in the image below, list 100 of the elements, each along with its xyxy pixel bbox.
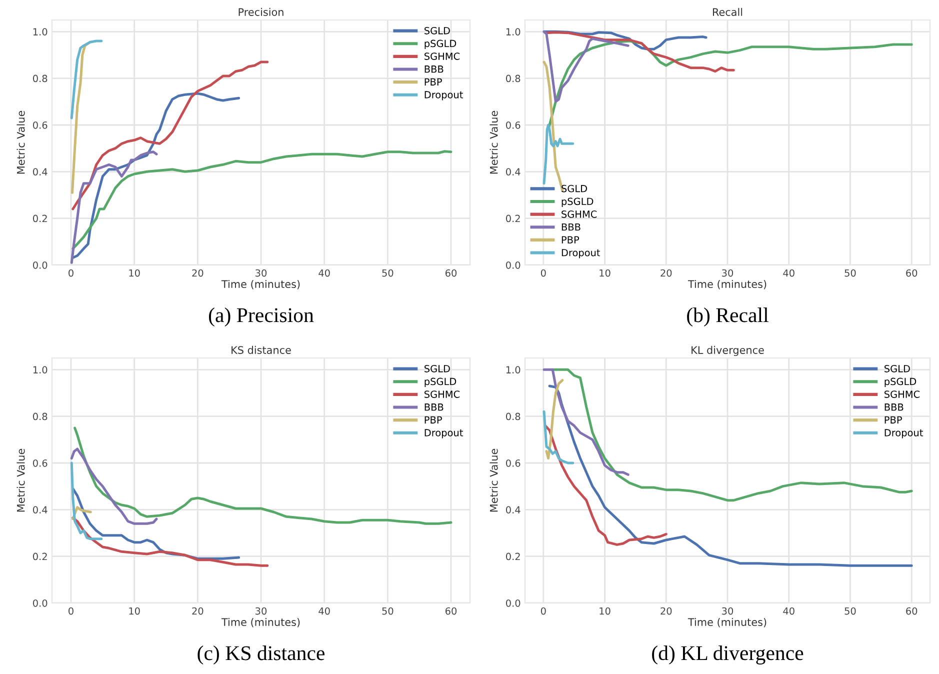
x-tick-label: 40 [783,607,794,615]
y-tick-label: 0.2 [33,214,47,222]
line-series [70,462,103,540]
legend-label: SGHMC [562,210,597,218]
legend-label: pSGLD [562,198,594,207]
line-series [542,124,574,185]
x-axis-title: Time (minutes) [688,618,766,628]
x-tick-label: 60 [445,269,457,277]
legend-label: Dropout [424,91,463,100]
legend-label: SGHMC [424,390,460,398]
x-axis-title: Time (minutes) [688,280,766,290]
line-series [545,31,735,73]
y-tick-label: 0.4 [506,506,520,514]
y-tick-label: 0.2 [33,552,47,560]
line-series [70,40,103,120]
x-tick-label: 20 [660,269,672,277]
x-tick-label: 20 [192,269,204,277]
x-tick-label: 50 [844,607,856,615]
legend-label: pSGLD [424,40,456,50]
x-tick-label: 60 [445,607,457,615]
y-tick-label: 0.6 [33,121,48,129]
y-tick-label: 0.6 [33,459,48,467]
chart-title: Precision [238,8,284,16]
line-series [542,368,630,476]
x-tick-label: 60 [906,269,918,277]
x-tick-label: 20 [192,607,204,615]
x-tick-label: 40 [318,607,330,615]
x-tick-label: 50 [844,269,856,277]
y-tick-label: 0.8 [506,412,520,420]
line-series [72,516,269,567]
x-axis-title: Time (minutes) [221,618,300,628]
line-series [545,378,564,460]
legend-label: PBP [884,416,902,424]
x-tick-label: 10 [129,607,140,615]
legend-label: pSGLD [424,378,456,388]
y-tick-label: 1.0 [506,28,520,36]
x-tick-label: 40 [318,269,330,277]
y-tick-label: 0.4 [33,168,48,176]
y-tick-label: 0.8 [506,74,520,82]
x-tick-label: 60 [906,607,918,615]
chart-title: KS distance [232,346,291,354]
x-tick-label: 10 [600,269,610,277]
chart-title: Recall [712,8,742,16]
y-tick-label: 0.8 [33,412,48,420]
legend-label: Dropout [562,249,600,258]
y-tick-label: 1.0 [506,366,520,374]
y-tick-label: 1.0 [33,366,48,374]
x-axis-title: Time (minutes) [221,280,300,290]
legend-label: Dropout [884,429,923,438]
y-axis-title: Metric Value [16,448,25,512]
x-tick-label: 0 [540,269,546,277]
x-tick-label: 40 [783,269,794,277]
line-series [542,410,574,464]
y-axis-title: Metric Value [490,110,498,174]
x-tick-label: 10 [129,269,140,277]
x-tick-label: 30 [256,607,267,615]
x-tick-label: 20 [660,607,672,615]
legend-label: BBB [884,404,904,411]
x-tick-label: 0 [68,607,74,615]
text: (c) KS distance [198,646,324,664]
line-series [544,424,668,546]
x-tick-label: 30 [722,607,734,615]
x-tick-label: 30 [256,269,267,277]
legend-label: SGLD [562,184,588,192]
legend-label: Dropout [424,429,463,438]
legend-label: PBP [562,236,580,244]
y-axis-title: Metric Value [490,448,498,512]
legend-label: PBP [424,78,442,86]
line-series [72,60,269,210]
line-series [542,30,630,103]
y-tick-label: 1.0 [33,28,48,36]
y-tick-label: 0.0 [506,261,520,269]
y-tick-label: 0.0 [33,261,48,269]
legend-label: SGHMC [424,52,460,60]
x-tick-label: 10 [600,607,610,615]
x-tick-label: 0 [68,269,74,277]
legend-label: PBP [424,416,442,424]
chart-title: KL divergence [692,346,764,356]
legend-label: SGLD [884,364,910,372]
line-series [70,448,158,525]
legend-label: SGLD [424,26,450,34]
y-tick-label: 0.0 [33,599,48,607]
y-axis-title: Metric Value [16,110,25,174]
x-tick-label: 50 [382,269,394,277]
legend-label: pSGLD [884,378,916,388]
legend-label: BBB [424,404,444,411]
line-series [71,40,92,194]
y-tick-label: 0.2 [506,214,520,222]
text: (b) Recall [687,308,768,326]
legend-label: SGLD [424,364,450,372]
y-tick-label: 0.4 [506,168,520,176]
legend-label: BBB [562,223,580,231]
y-tick-label: 0.2 [506,552,520,560]
y-tick-label: 0.6 [506,459,520,467]
y-tick-label: 0.6 [506,121,520,129]
legend-label: BBB [424,66,444,73]
line-series [70,150,158,264]
y-tick-label: 0.4 [33,506,48,514]
x-tick-label: 0 [540,607,546,615]
text: (d) KL divergence [652,646,804,664]
